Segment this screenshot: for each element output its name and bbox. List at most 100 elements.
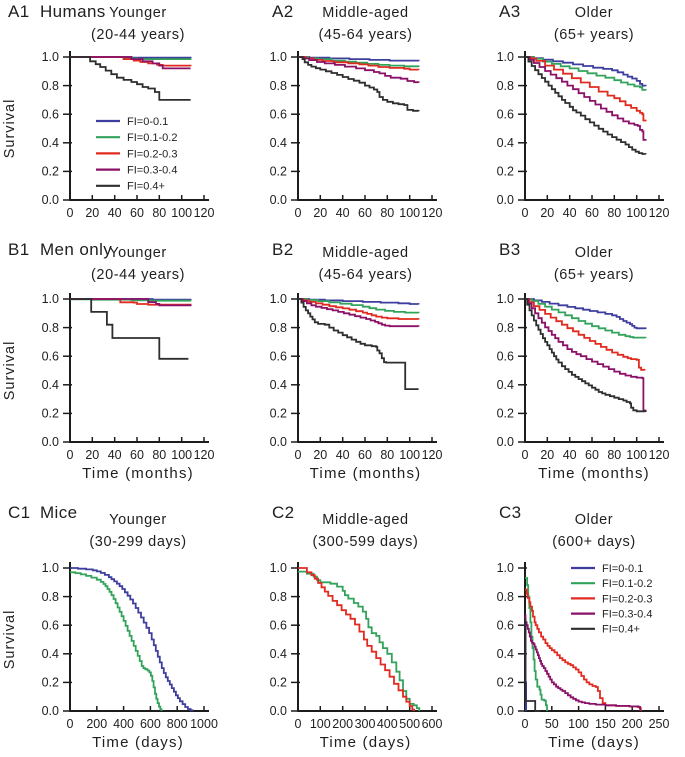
panel-header: C1 Mice Younger (30-299 days) xyxy=(0,489,228,561)
x-tick-label: 40 xyxy=(563,448,577,462)
x-axis-label: Time (months) xyxy=(538,465,650,482)
x-tick-label: 0 xyxy=(67,206,74,220)
x-tick-label: 40 xyxy=(336,448,350,462)
panel-titles: Older (65+ years) xyxy=(503,242,685,286)
legend-label: FI=0.4+ xyxy=(602,624,640,636)
survival-curve-FI=0.1-0.2 xyxy=(298,570,421,711)
y-tick-label: 0.8 xyxy=(270,590,287,604)
survival-curve-FI=0.4+ xyxy=(525,298,647,413)
x-tick-label: 0 xyxy=(295,206,302,220)
panel-b1: B1 Men only Younger (20-44 years) 0 20 40 6… xyxy=(0,232,228,489)
y-tick-label: 0.2 xyxy=(42,676,59,690)
panel-subtitle: (300-599 days) xyxy=(312,534,419,550)
x-axis-label: Time (days) xyxy=(319,734,412,751)
x-tick-label: 250 xyxy=(649,717,670,731)
panel-label: C2 xyxy=(272,503,295,522)
panel-header: C2 Middle-aged (300-599 days) xyxy=(228,489,455,561)
y-tick-label: 0.8 xyxy=(497,321,514,335)
x-tick-label: 100 xyxy=(626,448,647,462)
panel-header: A2 Middle-aged (45-64 years) xyxy=(228,0,455,50)
survival-curve-FI=0.3-0.4 xyxy=(298,298,420,328)
survival-chart-c2: 0 100 200 300 400 500 600 0.0 0.2 0.4 0.6 0.8 1.0 xyxy=(228,561,454,731)
x-tick-label: 20 xyxy=(540,206,554,220)
panel-titles: Older (600+ days) xyxy=(503,509,685,553)
x-tick-label: 0 xyxy=(67,448,74,462)
x-tick-label: 100 xyxy=(310,717,331,731)
y-tick-label: 0.4 xyxy=(497,136,514,150)
survival-curve-FI=0.4+ xyxy=(524,618,540,712)
x-tick-label: 20 xyxy=(313,448,327,462)
y-tick-label: 0.4 xyxy=(42,647,59,661)
x-tick-label: 80 xyxy=(152,206,166,220)
legend-label: FI=0.3-0.4 xyxy=(127,165,177,177)
survival-chart-a3: 0 20 40 60 80 100 120 0.0 0.2 0.4 0.6 0.8 1.0 xyxy=(455,50,681,220)
chart-svg-b2: 0 20 40 60 80 100 120 0.0 0.2 0.4 0.6 0.8 1.0 xyxy=(270,292,443,462)
axes xyxy=(69,51,209,201)
survival-curve-FI=0.1-0.2 xyxy=(298,298,420,314)
panel-subtitle: (20-44 years) xyxy=(90,27,186,43)
y-tick-label: 0.2 xyxy=(497,165,514,179)
x-tick-label: 120 xyxy=(422,448,443,462)
x-tick-label: 20 xyxy=(85,206,99,220)
y-tick-label: 0.4 xyxy=(497,378,514,392)
y-tick-label: 0.8 xyxy=(270,79,287,93)
x-tick-label: 60 xyxy=(130,206,144,220)
x-tick-label: 600 xyxy=(140,717,161,731)
y-axis-label: Survival xyxy=(2,341,18,401)
x-tick-label: 120 xyxy=(194,206,215,220)
legend-label: FI=0.2-0.3 xyxy=(127,148,177,160)
panel-title: Older xyxy=(574,512,614,528)
survival-curve-FI=0.4+ xyxy=(70,298,189,360)
row-men-only: B1 Men only Younger (20-44 years) 0 20 40 6… xyxy=(0,232,685,489)
y-tick-label: 0.8 xyxy=(497,79,514,93)
group-label: Mice xyxy=(40,503,78,522)
panel-title: Younger xyxy=(109,5,167,21)
legend-label: FI=0.4+ xyxy=(127,181,165,193)
x-axis-label: Time (months) xyxy=(82,465,194,482)
survival-curve-FI=0.3-0.4 xyxy=(525,298,647,412)
survival-curve-FI=0.2-0.3 xyxy=(298,298,420,320)
x-tick-label: 100 xyxy=(171,206,192,220)
x-tick-label: 120 xyxy=(194,448,215,462)
survival-curve-FI=0.2-0.3 xyxy=(525,56,647,122)
axes xyxy=(297,51,437,201)
x-tick-label: 800 xyxy=(167,717,188,731)
panel-subtitle: (45-64 years) xyxy=(318,267,413,283)
panel-subtitle: (20-44 years) xyxy=(90,267,186,283)
panel-titles: Younger (20-44 years) xyxy=(48,242,228,286)
x-tick-label: 80 xyxy=(152,448,166,462)
x-tick-label: 0 xyxy=(295,717,302,731)
panel-header: C3 Older (600+ days) xyxy=(455,489,685,561)
panel-label: C3 xyxy=(499,503,522,522)
panel-header: B3 Older (65+ years) xyxy=(455,232,685,292)
y-axis-label: Survival xyxy=(2,610,18,670)
survival-curve-FI=0.4+ xyxy=(525,56,647,155)
y-tick-label: 0.6 xyxy=(42,107,59,121)
y-tick-label: 1.0 xyxy=(497,50,514,64)
survival-chart-c1: 0 200 400 600 800 1000 0.0 0.2 0.4 0.6 0.8 1.0 Survi… xyxy=(0,561,226,731)
y-tick-label: 0.4 xyxy=(270,378,287,392)
survival-curve-FI=0-0.1 xyxy=(70,567,194,712)
group-label: Humans xyxy=(40,2,106,21)
x-axis-label: Time (days) xyxy=(92,734,184,751)
survival-curve-FI=0.4+ xyxy=(298,56,420,112)
panel-c2: C2 Middle-aged (300-599 days) 0 100 200 300… xyxy=(228,489,455,757)
x-tick-label: 40 xyxy=(108,448,122,462)
x-tick-label: 400 xyxy=(113,717,134,731)
panel-b3: B3 Older (65+ years) 0 20 40 60 80 100 120 0.0 0… xyxy=(455,232,685,489)
survival-curve-FI=0.1-0.2 xyxy=(525,298,647,339)
x-tick-label: 80 xyxy=(380,206,394,220)
panel-c1: C1 Mice Younger (30-299 days) 0 200 400 600… xyxy=(0,489,228,757)
y-tick-label: 0.6 xyxy=(270,107,287,121)
chart-svg-a2: 0 20 40 60 80 100 120 0.0 0.2 0.4 0.6 0.8 1.0 xyxy=(270,50,443,220)
x-tick-label: 20 xyxy=(540,448,554,462)
survival-curve-FI=0.2-0.3 xyxy=(298,567,415,711)
survival-curve-FI=0.3-0.4 xyxy=(70,298,192,307)
y-tick-label: 0.8 xyxy=(42,590,59,604)
group-label: Men only xyxy=(40,240,113,259)
panel-label: A3 xyxy=(499,2,521,21)
y-tick-label: 1.0 xyxy=(497,561,514,575)
y-tick-label: 1.0 xyxy=(270,50,287,64)
survival-curve-FI=0.3-0.4 xyxy=(70,56,191,70)
